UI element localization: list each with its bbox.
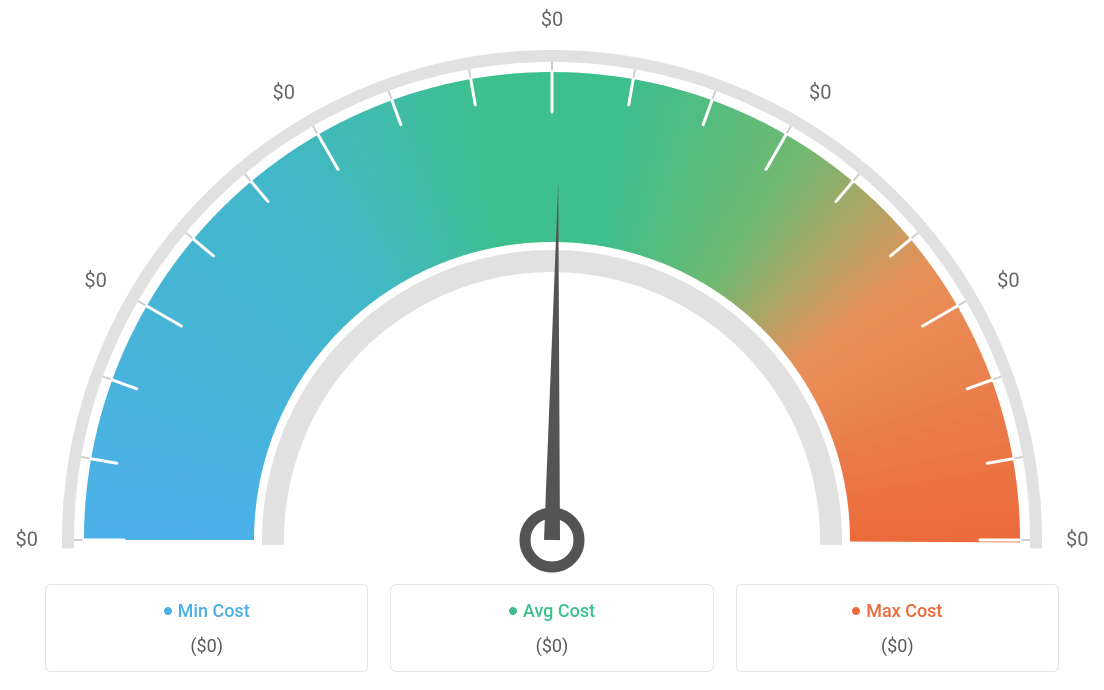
legend-dot-icon xyxy=(164,607,172,615)
gauge-tick-label: $0 xyxy=(16,527,38,551)
legend-card-avg: Avg Cost ($0) xyxy=(390,584,713,672)
gauge-tick-label: $0 xyxy=(273,80,295,104)
legend-label-text: Min Cost xyxy=(178,601,250,622)
gauge-tick-label: $0 xyxy=(997,268,1019,292)
legend-card-min: Min Cost ($0) xyxy=(45,584,368,672)
legend-label: Max Cost xyxy=(747,601,1048,622)
gauge-tick-label: $0 xyxy=(1066,527,1088,551)
gauge-chart: $0 $0 $0 $0 $0 $0 $0 xyxy=(0,0,1104,590)
legend-value: ($0) xyxy=(401,636,702,657)
gauge-tick-label: $0 xyxy=(541,7,563,31)
legend-label-text: Max Cost xyxy=(866,601,942,622)
legend-label: Min Cost xyxy=(56,601,357,622)
gauge-svg: $0 $0 $0 $0 $0 $0 $0 xyxy=(0,0,1104,590)
legend-dot-icon xyxy=(852,607,860,615)
legend-value: ($0) xyxy=(747,636,1048,657)
legend-value: ($0) xyxy=(56,636,357,657)
gauge-tick-label: $0 xyxy=(809,80,831,104)
legend-row: Min Cost ($0) Avg Cost ($0) Max Cost ($0) xyxy=(45,584,1059,672)
legend-label-text: Avg Cost xyxy=(523,601,595,622)
cost-gauge-widget: $0$0$0$0$0$0$0 Min Cost($0)Avg Cost($0)M… xyxy=(0,0,1104,690)
gauge-tick-label: $0 xyxy=(84,268,106,292)
legend-dot-icon xyxy=(509,607,517,615)
legend-label: Avg Cost xyxy=(401,601,702,622)
legend-card-max: Max Cost ($0) xyxy=(736,584,1059,672)
